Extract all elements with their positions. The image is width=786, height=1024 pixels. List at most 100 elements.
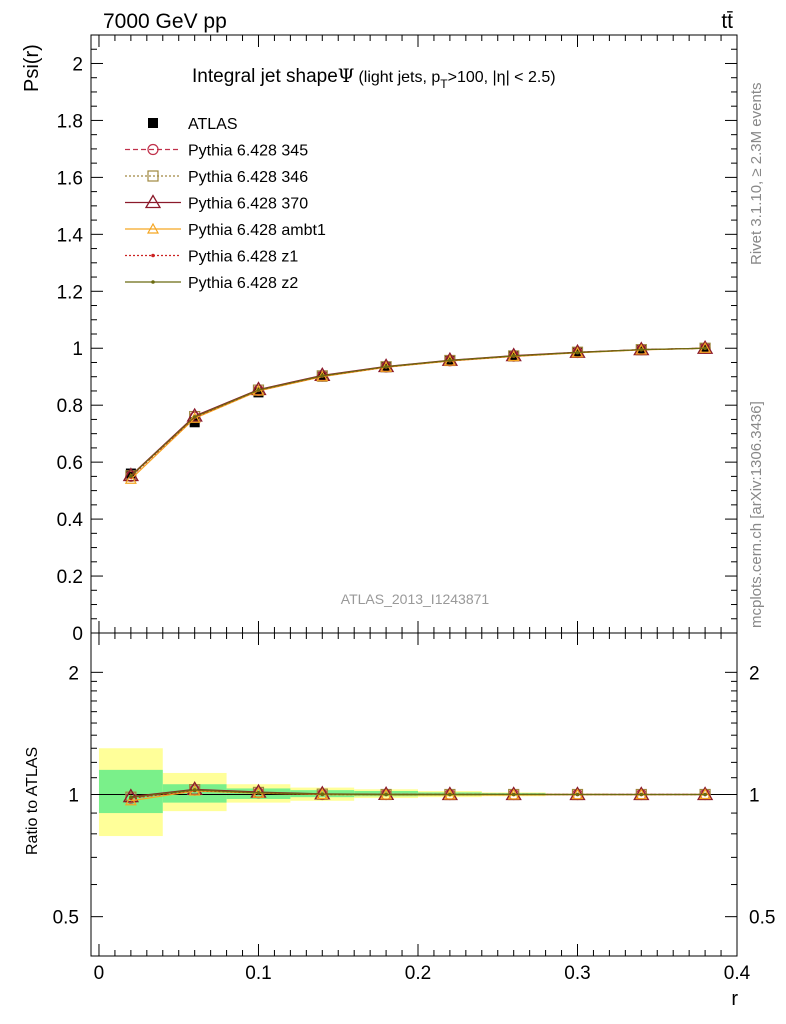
legend-label: Pythia 6.428 345: [188, 143, 308, 160]
ratio-y-tick-label-right: 1: [749, 786, 760, 807]
title-symbol: Ψ: [338, 65, 355, 87]
ratio-series-marker: [511, 792, 516, 797]
main-y-tick-label: 1.4: [57, 225, 84, 246]
main-y-tick-label: 0.8: [57, 396, 83, 417]
rivet-side-text: Rivet 3.1.10, ≥ 2.3M events: [748, 83, 765, 266]
main-series-group: [122, 339, 714, 484]
title-main: Integral jet shape: [192, 66, 338, 87]
ratio-y-tick-label-left: 1: [68, 786, 79, 807]
ratio-series-marker: [129, 795, 133, 800]
band-inner: [98, 769, 163, 814]
legend-label: Pythia 6.428 370: [188, 196, 308, 213]
mc-series-marker: [511, 354, 516, 358]
ratio-y-tick-label-left: 2: [68, 663, 79, 684]
header-right: tt̄: [721, 10, 733, 33]
mc-series-marker: [122, 467, 140, 482]
ratio-series-marker: [633, 786, 650, 801]
mc-series-marker: [384, 364, 388, 369]
legend-marker: [146, 222, 160, 234]
ratio-series-marker: [569, 786, 586, 801]
x-tick-label: 0.2: [405, 963, 431, 984]
title-detail-suffix: >100, |η| < 2.5): [448, 69, 556, 86]
ratio-series-marker: [639, 792, 644, 797]
ratio-series-marker: [441, 786, 459, 801]
x-tick-label: 0.4: [724, 963, 751, 984]
mc-series-line: [130, 347, 706, 478]
x-axis-label: r: [731, 988, 738, 1010]
mc-series-marker: [320, 374, 325, 378]
x-tick-label: 0: [94, 963, 105, 984]
legend-label: Pythia 6.428 ambt1: [188, 222, 326, 239]
atlas-data-point: [253, 387, 264, 398]
ratio-series-marker: [448, 792, 452, 797]
mc-series-marker: [575, 350, 580, 355]
main-y-tick-label: 0: [72, 624, 83, 645]
mc-series-marker: [124, 472, 137, 484]
mc-series-line: [130, 347, 706, 477]
legend-label: Pythia 6.428 z1: [188, 249, 298, 266]
legend-label: Pythia 6.428 z2: [188, 275, 298, 292]
legend: ATLAS Pythia 6.428 345 Pythia 6.428 346 Pyt…: [125, 116, 326, 292]
ratio-series-marker: [192, 788, 197, 792]
mc-series-marker: [703, 346, 707, 351]
ratio-y-axis-label: Ratio to ATLAS: [24, 747, 41, 855]
mc-series-marker: [188, 412, 201, 423]
ratio-series-marker: [505, 786, 522, 801]
ratio-series-marker: [186, 781, 203, 795]
main-y-tick-label: 0.6: [57, 453, 83, 474]
title-detail-sub: T: [440, 77, 448, 91]
mc-series-line: [130, 347, 706, 480]
ratio-series-group: [122, 781, 714, 806]
mcplots-side-text: mcplots.cern.ch [arXiv:1306.3436]: [748, 401, 765, 628]
main-y-axis-label: Psi(r): [21, 44, 43, 92]
ratio-series-marker: [256, 790, 261, 795]
ratio-y-ticks: 0.5 0.5 1 1 2 2: [53, 663, 775, 957]
mc-series-marker: [639, 347, 644, 352]
ratio-series-marker: [575, 792, 580, 797]
legend-marker: [147, 170, 159, 182]
ratio-y-tick-label-left: 0.5: [53, 908, 79, 929]
ratio-series-marker: [696, 786, 714, 801]
analysis-watermark: ATLAS_2013_I1243871: [341, 591, 490, 607]
ratio-series-marker: [703, 792, 707, 797]
legend-marker: [151, 280, 155, 284]
legend-marker: [147, 143, 159, 156]
ratio-series-line: [130, 789, 706, 798]
legend-marker: [148, 118, 158, 128]
x-ticks: 0 0.1 0.2 0.3 0.4: [94, 35, 751, 984]
mc-series-marker: [129, 474, 133, 478]
mc-series-line: [130, 347, 706, 476]
ratio-y-tick-label-right: 0.5: [749, 908, 775, 929]
mc-series-marker: [192, 415, 197, 419]
main-y-tick-label: 1: [72, 339, 83, 360]
mc-series-marker: [256, 388, 261, 392]
ratio-series-marker: [122, 788, 140, 803]
ratio-y-tick-label-right: 2: [749, 663, 760, 684]
band-inner: [162, 784, 227, 803]
main-y-tick-label: 0.4: [57, 510, 84, 531]
legend-label: Pythia 6.428 346: [188, 169, 308, 186]
x-tick-label: 0.3: [564, 963, 590, 984]
ratio-series-marker: [124, 794, 137, 806]
mc-series-line: [130, 347, 706, 477]
legend-label: ATLAS: [188, 116, 238, 133]
main-y-tick-label: 2: [72, 54, 83, 75]
mc-series-marker: [696, 339, 714, 354]
title-detail-prefix: (light jets, p: [358, 69, 440, 86]
main-y-tick-label: 0.2: [57, 567, 83, 588]
x-tick-label: 0.1: [245, 963, 271, 984]
mc-series-line: [130, 347, 706, 477]
mc-series-marker: [448, 358, 452, 363]
ratio-series-marker: [384, 792, 388, 797]
legend-marker: [144, 194, 162, 209]
main-y-tick-label: 1.2: [57, 282, 83, 303]
ratio-series-marker: [320, 792, 325, 796]
main-y-tick-label: 1.8: [57, 111, 83, 132]
mc-series-marker: [633, 341, 650, 356]
main-y-ticks: 0 0.2 0.4 0.6 0.8 1 1.2 1.4 1.6 1.8 2: [57, 34, 737, 645]
header-left: 7000 GeV pp: [103, 10, 227, 33]
main-y-tick-label: 1.6: [57, 168, 83, 189]
legend-marker: [151, 253, 155, 258]
plot-title: Integral jet shapeΨ (light jets, pT>100, …: [192, 65, 556, 91]
